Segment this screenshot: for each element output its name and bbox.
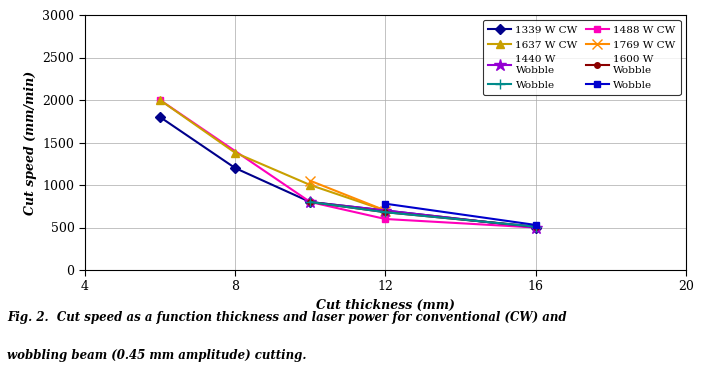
X-axis label: Cut thickness (mm): Cut thickness (mm) xyxy=(316,299,455,312)
Text: Fig. 2.  Cut speed as a function thickness and laser power for conventional (CW): Fig. 2. Cut speed as a function thicknes… xyxy=(7,311,567,324)
Text: wobbling beam (0.45 mm amplitude) cutting.: wobbling beam (0.45 mm amplitude) cuttin… xyxy=(7,349,307,362)
Y-axis label: Cut speed (mm/min): Cut speed (mm/min) xyxy=(24,70,37,214)
Legend: 1339 W CW, 1637 W CW, 1440 W
Wobble, Wobble, 1488 W CW, 1769 W CW, 1600 W
Wobble: 1339 W CW, 1637 W CW, 1440 W Wobble, Wob… xyxy=(483,20,681,95)
